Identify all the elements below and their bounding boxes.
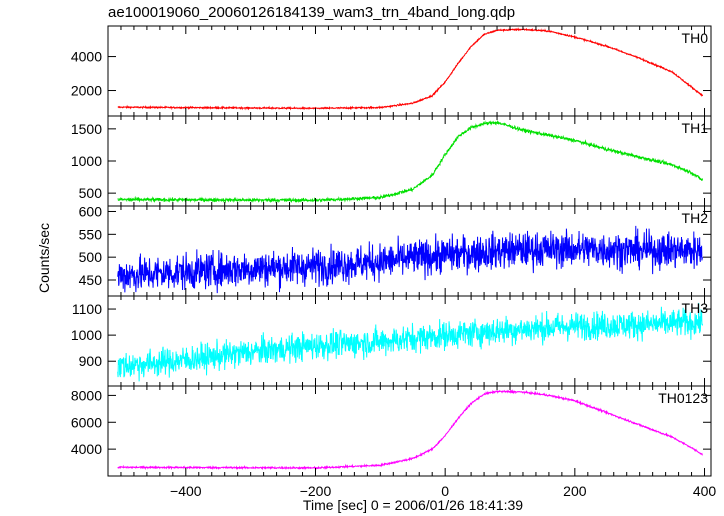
y-tick-label: 550 [79,226,103,242]
y-tick-label: 500 [79,249,103,265]
panel-frame [107,115,712,207]
y-tick-label: 8000 [71,387,102,403]
panel-frame [107,385,712,477]
panel-name-label: TH3 [682,300,709,316]
series-line-th0 [117,27,704,111]
y-tick-label: 1500 [71,121,102,137]
x-tick-label: −200 [300,483,332,499]
y-tick-label: 4000 [71,49,102,65]
panel-name-label: TH2 [682,210,709,226]
y-tick-label: 4000 [71,441,102,457]
y-tick-label: 500 [79,185,103,201]
y-tick-label: 600 [79,203,103,219]
series-line-th3 [117,302,704,382]
series-line-th1 [117,119,704,204]
series-line-th2 [117,225,704,294]
x-axis-label: Time [sec] 0 = 2006/01/26 18:41:39 [302,497,524,513]
series-line-th0123 [117,389,703,471]
panel-th0123: 4000 6000 8000 TH0123 [71,385,712,477]
x-tick-label: −400 [170,483,202,499]
y-tick-label: 6000 [71,414,102,430]
y-tick-label: 450 [79,272,103,288]
panel-name-label: TH0 [682,30,709,46]
panel-th3: 900 1000 1100 TH3 [71,295,712,387]
panel-th2: 450 500 550 600 TH2 [79,203,712,297]
panel-name-label: TH0123 [658,390,708,406]
x-tick-label: 200 [563,483,587,499]
x-tick-label: 0 [441,483,449,499]
y-tick-label: 900 [79,353,103,369]
x-tick-label: 400 [693,483,717,499]
y-tick-label: 1000 [71,153,102,169]
y-tick-label: 1100 [72,301,102,317]
y-tick-label: 2000 [71,83,102,99]
chart-title: ae100019060_20060126184139_wam3_trn_4ban… [108,4,516,21]
panel-th1: 500 1000 1500 TH1 [71,115,712,207]
panel-frame [107,25,712,117]
panel-th0: 2000 4000 TH0 [71,25,712,117]
panel-name-label: TH1 [682,120,709,136]
y-tick-label: 1000 [71,327,102,343]
